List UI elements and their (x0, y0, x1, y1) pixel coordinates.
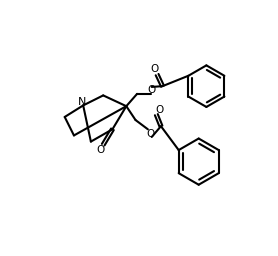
Text: O: O (155, 105, 163, 115)
Text: N: N (78, 97, 87, 106)
Text: O: O (148, 85, 156, 95)
Text: O: O (146, 129, 154, 139)
Text: O: O (150, 64, 158, 74)
Text: O: O (96, 145, 104, 155)
